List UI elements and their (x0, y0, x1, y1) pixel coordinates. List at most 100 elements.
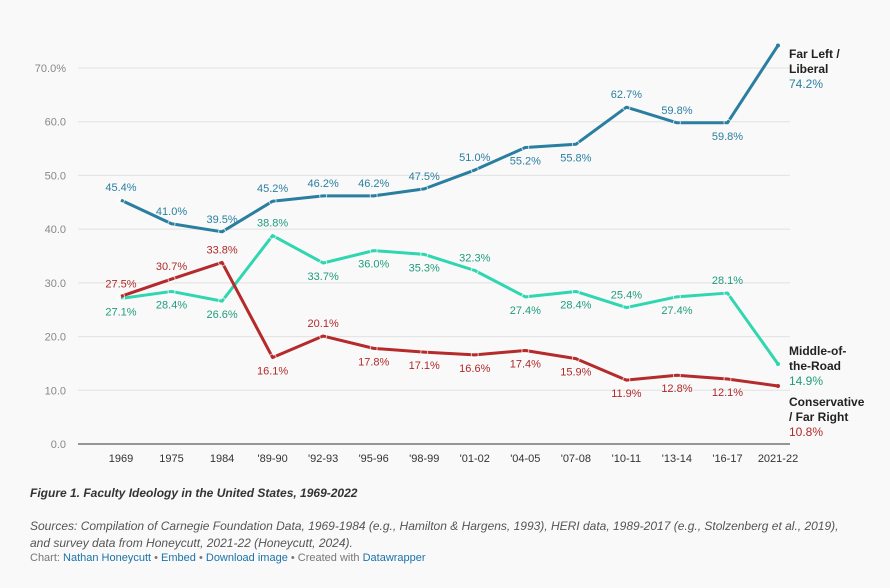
data-label: 59.8% (712, 131, 743, 143)
end-point (776, 383, 780, 388)
data-label: 28.4% (560, 299, 591, 311)
data-label: 36.0% (358, 259, 389, 271)
data-label: 33.7% (308, 271, 339, 283)
data-label: 17.1% (409, 360, 440, 372)
data-label: 12.8% (661, 383, 692, 395)
data-point (268, 197, 277, 206)
data-point (571, 287, 580, 296)
end-label-conservative: Conservative / Far Right 10.8% (789, 395, 865, 439)
data-point (723, 375, 732, 384)
data-point (420, 250, 429, 259)
x-tick-label: 1984 (210, 453, 234, 465)
data-label: 45.4% (105, 182, 136, 194)
data-point (521, 292, 530, 301)
sources-note: Sources: Compilation of Carnegie Foundat… (30, 519, 839, 550)
data-label: 46.2% (358, 178, 389, 190)
series-line-2 (120, 260, 779, 388)
data-label: 20.1% (308, 318, 339, 330)
data-label: 27.1% (105, 306, 136, 318)
data-point (571, 354, 580, 363)
data-label: 33.8% (206, 244, 237, 256)
x-tick-label: '95-96 (359, 453, 389, 465)
data-point (420, 184, 429, 193)
data-point (319, 258, 328, 267)
data-point (117, 292, 125, 301)
y-tick-label: 10.0 (45, 385, 66, 397)
y-tick-label: 20.0 (45, 332, 66, 344)
data-label: 46.2% (308, 178, 339, 190)
data-label: 16.1% (257, 366, 288, 378)
data-point (470, 266, 479, 275)
data-point (723, 118, 732, 127)
line-chart: 0.0 10.0 20.0 30.0 40.0 50.0 60.0 70.0% 1969 1975… (35, 43, 798, 465)
data-label: 12.1% (712, 387, 743, 399)
data-point (369, 191, 378, 200)
data-point (319, 332, 328, 341)
data-point (571, 140, 580, 149)
end-label-far-left: Far Left / Liberal 74.2% (789, 47, 840, 91)
data-point (319, 191, 328, 200)
series-line-1 (120, 234, 780, 365)
data-point (521, 143, 530, 152)
data-label: 15.9% (560, 367, 591, 379)
data-label: 55.2% (510, 155, 541, 167)
data-label: 16.6% (459, 363, 490, 375)
data-point (218, 297, 227, 306)
data-label: 39.5% (206, 214, 237, 226)
data-point (672, 292, 681, 301)
data-label: 62.7% (611, 89, 642, 101)
x-tick-label: '89-90 (257, 453, 287, 465)
data-label: 17.8% (358, 356, 389, 368)
data-point (622, 376, 631, 385)
data-point (420, 348, 429, 357)
data-label: 30.7% (156, 261, 187, 273)
x-tick-label: '92-93 (308, 453, 338, 465)
y-tick-label: 60.0 (45, 117, 66, 129)
x-tick-label: '07-08 (561, 453, 591, 465)
figure-title: Figure 1. Faculty Ideology in the United… (30, 486, 358, 500)
x-tick-label: 1969 (109, 453, 133, 465)
data-label: 41.0% (156, 206, 187, 218)
embed-link[interactable]: Embed (161, 552, 196, 564)
end-point (776, 361, 780, 366)
data-label: 27.5% (105, 278, 136, 290)
download-image-link[interactable]: Download image (205, 552, 288, 564)
x-tick-label: '10-11 (612, 453, 641, 465)
y-tick-label: 40.0 (45, 224, 66, 236)
data-label: 27.4% (661, 305, 692, 317)
data-label: 28.4% (156, 299, 187, 311)
data-label: 32.3% (459, 253, 490, 265)
data-point (167, 275, 176, 284)
separator: • (195, 552, 206, 564)
x-tick-label: '01-02 (460, 453, 490, 465)
x-tick-label: '16-17 (712, 453, 742, 465)
author-link[interactable]: Nathan Honeycutt (63, 552, 152, 564)
data-label: 47.5% (409, 171, 440, 183)
data-point (672, 371, 681, 380)
data-point (521, 346, 530, 355)
data-point (167, 219, 176, 228)
data-point (622, 103, 631, 112)
data-label: 55.8% (560, 152, 591, 164)
data-label: 17.4% (510, 359, 541, 371)
data-label: 26.6% (206, 309, 237, 321)
datawrapper-link[interactable]: Datawrapper (362, 552, 426, 564)
data-point (369, 246, 378, 255)
data-point (470, 166, 479, 175)
separator: • (151, 552, 162, 564)
data-label: 35.3% (409, 262, 440, 274)
credit-line: Chart: Nathan Honeycutt • Embed • Downlo… (30, 552, 426, 564)
data-point (369, 344, 378, 353)
x-tick-label: '13-14 (662, 453, 692, 465)
data-point (117, 196, 125, 205)
x-tick-label: '98-99 (409, 453, 439, 465)
data-label: 45.2% (257, 183, 288, 195)
end-point (776, 43, 780, 48)
data-point (268, 231, 277, 240)
y-tick-label: 30.0 (45, 278, 66, 290)
x-tick-label: 1975 (159, 453, 183, 465)
y-tick-label: 50.0 (45, 170, 66, 182)
data-label: 59.8% (661, 105, 692, 117)
data-point (723, 289, 732, 298)
